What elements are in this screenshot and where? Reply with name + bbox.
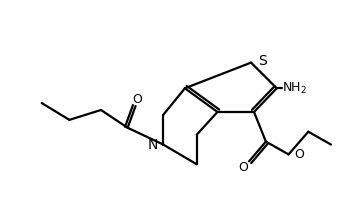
Text: S: S <box>258 54 267 68</box>
Text: NH$_2$: NH$_2$ <box>282 81 307 96</box>
Text: O: O <box>294 148 304 161</box>
Text: O: O <box>238 161 248 174</box>
Text: O: O <box>132 93 142 106</box>
Text: N: N <box>148 138 158 152</box>
